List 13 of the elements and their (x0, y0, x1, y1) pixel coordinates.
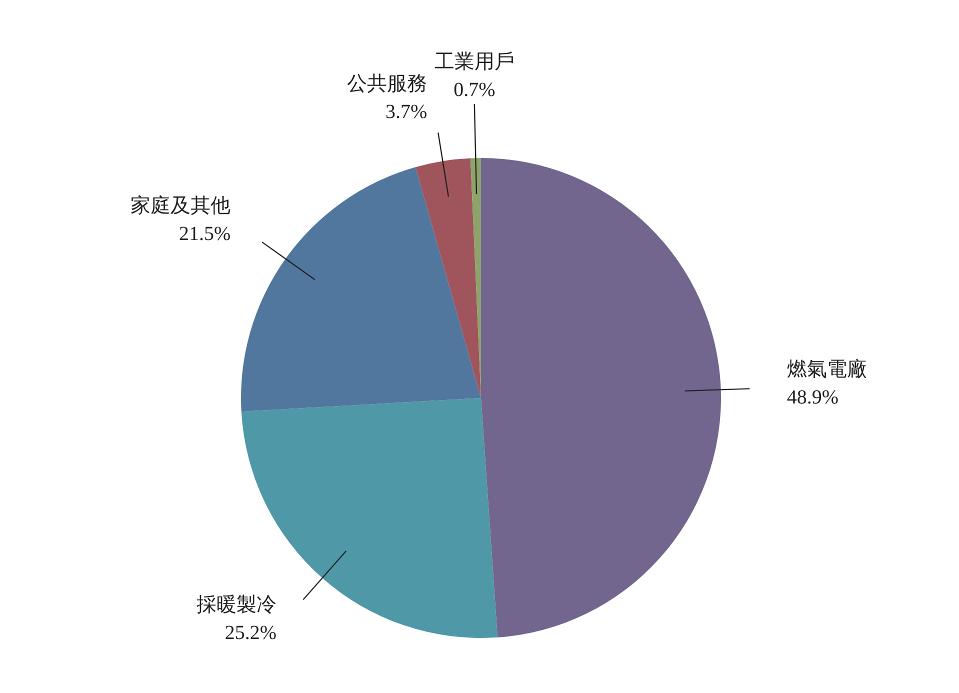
pie-slice (481, 158, 721, 638)
data-label: 0.7% (454, 79, 496, 102)
data-label: 3.7% (385, 100, 428, 123)
data-label: 21.5% (178, 222, 231, 245)
data-label: 48.9% (786, 386, 838, 409)
pie-slice (415, 158, 481, 398)
slice-label: 採暖製冷 (196, 594, 277, 616)
data-label: 25.2% (224, 622, 277, 644)
slice-label: 燃氣電廠 (786, 358, 867, 381)
pie-slice (241, 167, 481, 412)
slice-label: 工業用戶 (434, 51, 514, 74)
slice-label: 家庭及其他 (130, 194, 231, 217)
slice-label: 公共服務 (347, 72, 428, 95)
